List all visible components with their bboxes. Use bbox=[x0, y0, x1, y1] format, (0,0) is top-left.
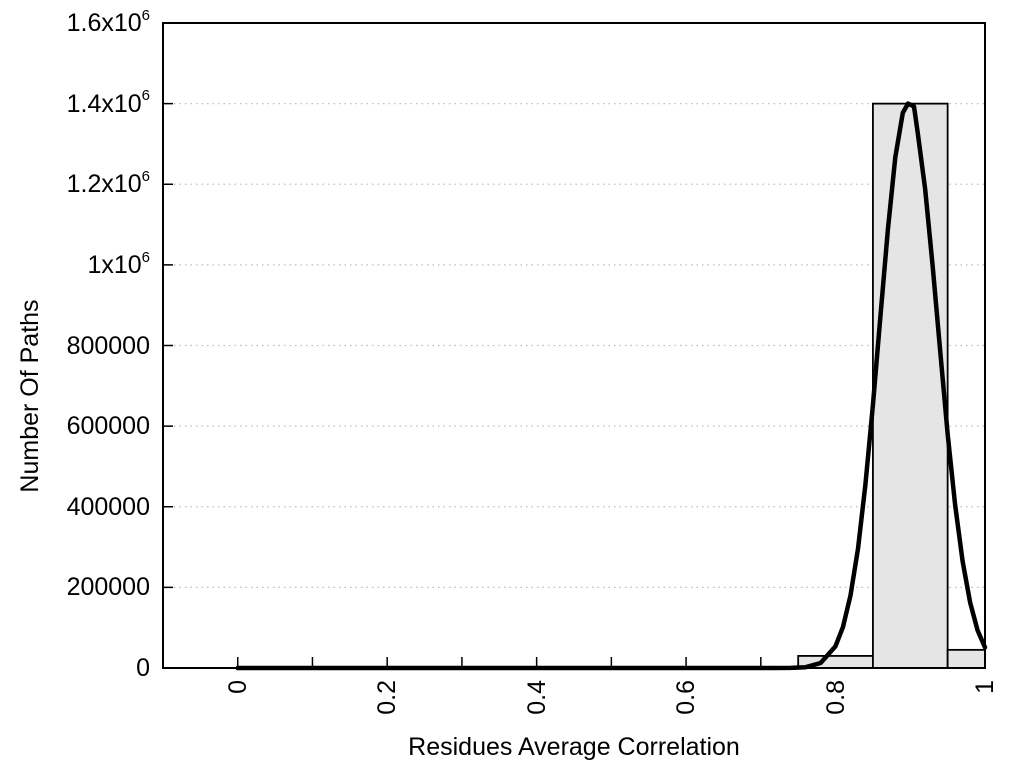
histogram-bar bbox=[946, 648, 986, 669]
histogram-bar bbox=[872, 102, 949, 669]
plot-border bbox=[162, 22, 986, 669]
